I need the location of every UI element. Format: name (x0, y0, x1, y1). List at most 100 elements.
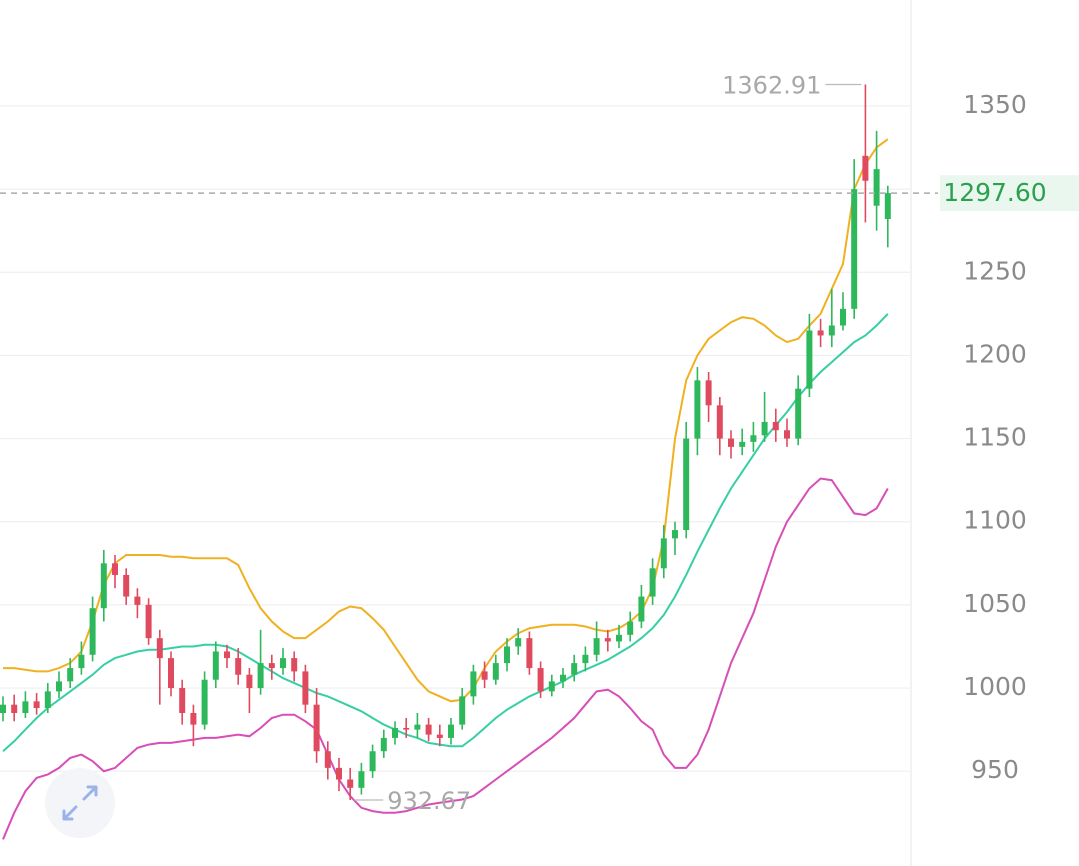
last-price-box (940, 175, 1079, 212)
candle-body (750, 435, 757, 442)
candle-body (828, 325, 835, 336)
candle-body (156, 638, 163, 659)
candle-body (392, 727, 398, 738)
candle-body (739, 441, 746, 447)
y-tick-label: 1250 (963, 256, 1027, 285)
candle-body (660, 538, 667, 569)
candle-body (761, 421, 768, 436)
candle-body (582, 654, 589, 664)
candle-body (336, 767, 342, 780)
candle-body (504, 646, 510, 664)
candle-body (44, 691, 51, 709)
grid (0, 105, 910, 772)
candle-body (347, 779, 354, 788)
candle-body (571, 663, 578, 675)
candle-body (873, 169, 880, 206)
y-tick-label: 1200 (963, 339, 1027, 368)
candle-body (515, 638, 522, 647)
candle-body (604, 638, 611, 642)
y-tick-label: 1050 (963, 589, 1027, 618)
candle-body (134, 596, 141, 605)
candle-body (817, 330, 824, 336)
labels: 950100010501100115012001250130013501362.… (0, 71, 1079, 815)
candle-body (548, 681, 555, 692)
candle-body (616, 634, 622, 642)
candle-body (537, 668, 544, 692)
candle-body (492, 663, 499, 680)
candle-body (190, 712, 197, 725)
candle-body (728, 438, 734, 447)
y-tick-label: 950 (971, 755, 1019, 784)
candle-body (212, 651, 219, 680)
candle-body (280, 658, 286, 669)
candle-body (123, 574, 130, 597)
candle-body (112, 563, 118, 575)
candle-body (100, 563, 107, 609)
candle-body (67, 668, 74, 682)
candle-body (56, 681, 62, 692)
candle-body (201, 679, 208, 725)
candle-body (179, 688, 186, 713)
candle-body (268, 663, 275, 669)
candle-body (33, 701, 40, 709)
candle-body (705, 380, 712, 406)
candle-body (795, 388, 802, 439)
candle-body (369, 751, 376, 772)
candle-body (593, 638, 600, 655)
band-line (2, 477, 889, 840)
candles (0, 84, 891, 801)
candle-body (78, 654, 85, 669)
candle-body (291, 658, 298, 672)
candle-body (884, 193, 891, 220)
candle-body (526, 638, 533, 669)
y-tick-label: 1150 (963, 423, 1027, 452)
high-label: 1362.91 (722, 71, 821, 99)
last-price-label: 1297.60 (943, 178, 1046, 207)
candle-body (672, 530, 678, 539)
candle-body (414, 724, 421, 730)
candle-body (638, 596, 645, 622)
candle-body (481, 671, 488, 680)
candle-body (851, 189, 858, 309)
candle-body (22, 701, 29, 713)
candle-body (862, 155, 869, 181)
candle-body (313, 704, 320, 752)
candle-body (683, 438, 690, 531)
candle-body (235, 658, 242, 675)
candle-body (168, 658, 174, 689)
y-tick-label: 1000 (963, 672, 1027, 701)
candle-body (772, 421, 779, 431)
candle-body (224, 651, 230, 659)
expand-icon (62, 785, 98, 821)
candle-body (806, 330, 813, 389)
candle-body (459, 696, 466, 725)
candle-body (425, 724, 432, 735)
candle-body (649, 568, 656, 597)
candle-body (470, 671, 477, 697)
candle-body (694, 380, 701, 439)
candle-body (716, 405, 723, 439)
candle-body (89, 608, 96, 655)
candle-body (257, 663, 264, 689)
candle-body (380, 737, 387, 752)
candle-body (627, 621, 634, 635)
band-line (2, 313, 889, 752)
low-label: 932.67 (387, 787, 471, 815)
candle-body (246, 674, 253, 689)
candle-body (560, 674, 566, 682)
candle-body (0, 704, 6, 713)
candle-body (145, 604, 152, 639)
expand-button-bg[interactable] (45, 768, 115, 838)
expand-button[interactable] (45, 768, 115, 838)
candle-body (11, 704, 18, 713)
candle-body (358, 771, 365, 788)
candle-body (448, 724, 454, 738)
candle-body (302, 671, 309, 705)
y-tick-label: 1100 (963, 506, 1027, 535)
candle-body (324, 751, 331, 768)
bands (2, 138, 889, 840)
y-tick-label: 1350 (963, 90, 1027, 119)
candle-body (436, 734, 443, 738)
